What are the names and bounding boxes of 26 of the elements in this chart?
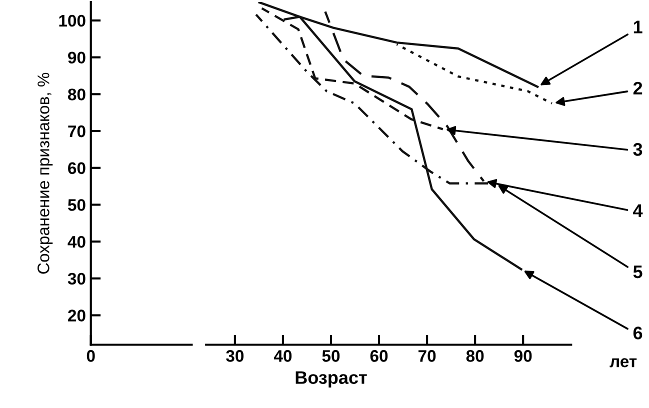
x-tick-label: 50 (322, 350, 340, 362)
y-tick-label: 90 (68, 52, 86, 64)
x-tick-label: 80 (466, 350, 484, 362)
x-tick-label: 90 (514, 350, 532, 362)
x-tick-label: 40 (274, 350, 292, 362)
x-tick-label: 0 (86, 350, 95, 362)
text: 5 (633, 266, 642, 278)
y-tick-label: 60 (68, 162, 86, 174)
x-tick-label: 30 (226, 350, 244, 362)
text: 4 (633, 204, 643, 217)
y-tick-label: 80 (68, 88, 86, 100)
y-tick-label: 20 (68, 310, 86, 322)
x-tick-label: 60 (370, 350, 388, 362)
text: 1 (634, 20, 642, 34)
text: 2 (633, 82, 642, 94)
x-tick-label: 70 (418, 350, 436, 362)
text: 3 (633, 143, 642, 156)
y-tick-label: 100 (59, 14, 86, 27)
y-tick-label: 50 (68, 199, 86, 211)
y-tick-label: 40 (68, 236, 86, 248)
y-tick-label: 70 (68, 125, 86, 138)
y-axis-title: Сохранение признаков, % (38, 72, 53, 274)
y-tick-label: 30 (68, 272, 86, 285)
text: лет (610, 358, 637, 368)
text: 6 (633, 326, 642, 340)
x-axis-title: Возраст (296, 371, 367, 388)
